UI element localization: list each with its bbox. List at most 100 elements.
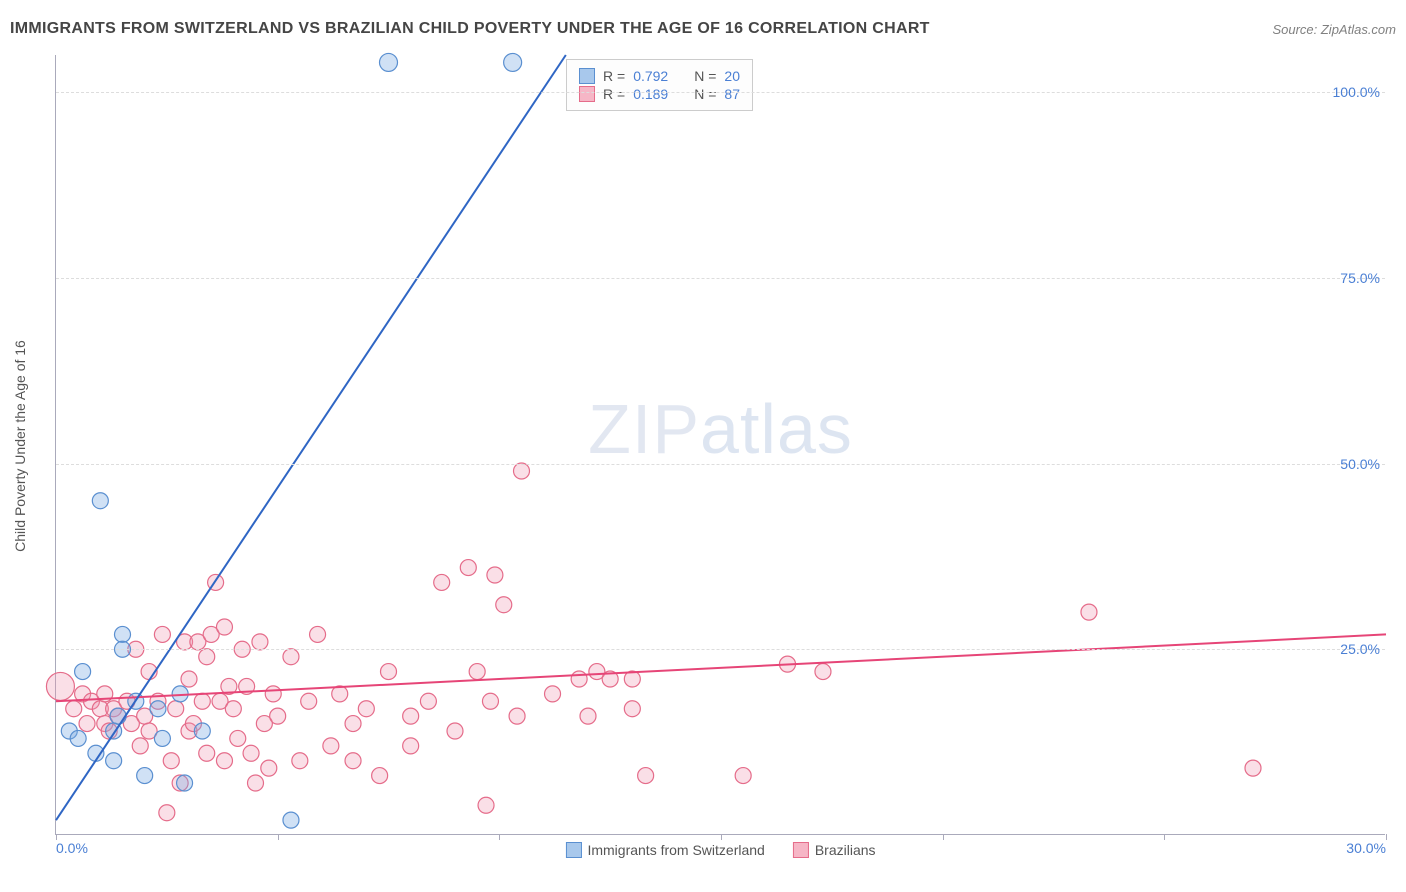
scatter-plot-area: ZIPatlas R =0.792N =20R =0.189N =87 Immi…: [55, 55, 1385, 835]
data-point: [199, 745, 215, 761]
data-point: [372, 768, 388, 784]
data-point: [1081, 604, 1097, 620]
legend-label: Immigrants from Switzerland: [587, 842, 764, 858]
data-point: [447, 723, 463, 739]
data-point: [815, 664, 831, 680]
r-value: 0.189: [633, 86, 668, 102]
r-label: R =: [603, 68, 625, 84]
data-point: [482, 693, 498, 709]
data-point: [292, 753, 308, 769]
data-point: [403, 738, 419, 754]
data-point: [509, 708, 525, 724]
chart-title: IMMIGRANTS FROM SWITZERLAND VS BRAZILIAN…: [10, 20, 930, 38]
data-point: [110, 708, 126, 724]
data-point: [159, 805, 175, 821]
data-point: [132, 738, 148, 754]
data-point: [46, 672, 74, 700]
data-point: [571, 671, 587, 687]
data-point: [496, 597, 512, 613]
data-point: [177, 775, 193, 791]
r-value: 0.792: [633, 68, 668, 84]
data-point: [216, 619, 232, 635]
data-point: [75, 664, 91, 680]
n-value: 20: [724, 68, 740, 84]
data-point: [230, 730, 246, 746]
data-point: [1245, 760, 1261, 776]
legend-swatch: [565, 842, 581, 858]
x-tick: [499, 834, 500, 840]
legend-swatch: [579, 68, 595, 84]
data-point: [163, 753, 179, 769]
data-point: [70, 730, 86, 746]
data-point: [199, 649, 215, 665]
data-point: [181, 671, 197, 687]
y-tick-label: 50.0%: [1340, 456, 1380, 472]
x-tick: [721, 834, 722, 840]
data-point: [270, 708, 286, 724]
data-point: [487, 567, 503, 583]
series-legend: Immigrants from Switzerland Brazilians: [565, 842, 875, 858]
data-point: [243, 745, 259, 761]
legend-row: R = 0.189 N = 87: [579, 86, 740, 102]
title-bar: IMMIGRANTS FROM SWITZERLAND VS BRAZILIAN…: [10, 20, 1396, 38]
data-point: [469, 664, 485, 680]
data-point: [168, 701, 184, 717]
n-value: 87: [724, 86, 740, 102]
data-point: [345, 716, 361, 732]
gridline: [56, 649, 1385, 650]
gridline: [56, 464, 1385, 465]
x-tick-label: 30.0%: [1346, 840, 1386, 856]
n-label: N =: [694, 68, 716, 84]
data-point: [358, 701, 374, 717]
data-point: [624, 701, 640, 717]
data-point: [283, 812, 299, 828]
data-point: [261, 760, 277, 776]
data-point: [154, 730, 170, 746]
y-tick-label: 100.0%: [1333, 84, 1380, 100]
data-point: [283, 649, 299, 665]
data-point: [504, 53, 522, 71]
data-point: [194, 693, 210, 709]
data-point: [638, 768, 654, 784]
data-point: [434, 574, 450, 590]
data-point: [345, 753, 361, 769]
data-point: [115, 626, 131, 642]
gridline: [56, 92, 1385, 93]
data-point: [216, 753, 232, 769]
data-point: [735, 768, 751, 784]
data-point: [381, 664, 397, 680]
legend-swatch: [793, 842, 809, 858]
data-point: [106, 753, 122, 769]
x-tick-label: 0.0%: [56, 840, 88, 856]
y-tick-label: 75.0%: [1340, 270, 1380, 286]
source-attribution: Source: ZipAtlas.com: [1272, 22, 1396, 37]
r-label: R =: [603, 86, 625, 102]
n-label: N =: [694, 86, 716, 102]
legend-swatch: [579, 86, 595, 102]
data-point: [154, 626, 170, 642]
data-point: [252, 634, 268, 650]
data-point: [301, 693, 317, 709]
legend-item: Immigrants from Switzerland: [565, 842, 764, 858]
data-point: [514, 463, 530, 479]
data-point: [265, 686, 281, 702]
legend-row: R = 0.792 N = 20: [579, 68, 740, 84]
legend-label: Brazilians: [815, 842, 876, 858]
data-point: [225, 701, 241, 717]
stats-legend: R = 0.792 N = 20 R = 0.189 N = 87: [566, 59, 753, 111]
data-point: [323, 738, 339, 754]
data-point: [137, 768, 153, 784]
chart-svg: [56, 55, 1385, 834]
data-point: [478, 797, 494, 813]
x-tick: [1164, 834, 1165, 840]
data-point: [194, 723, 210, 739]
gridline: [56, 278, 1385, 279]
x-tick: [943, 834, 944, 840]
data-point: [380, 53, 398, 71]
data-point: [545, 686, 561, 702]
data-point: [310, 626, 326, 642]
data-point: [66, 701, 82, 717]
y-tick-label: 25.0%: [1340, 641, 1380, 657]
x-tick: [1386, 834, 1387, 840]
data-point: [403, 708, 419, 724]
